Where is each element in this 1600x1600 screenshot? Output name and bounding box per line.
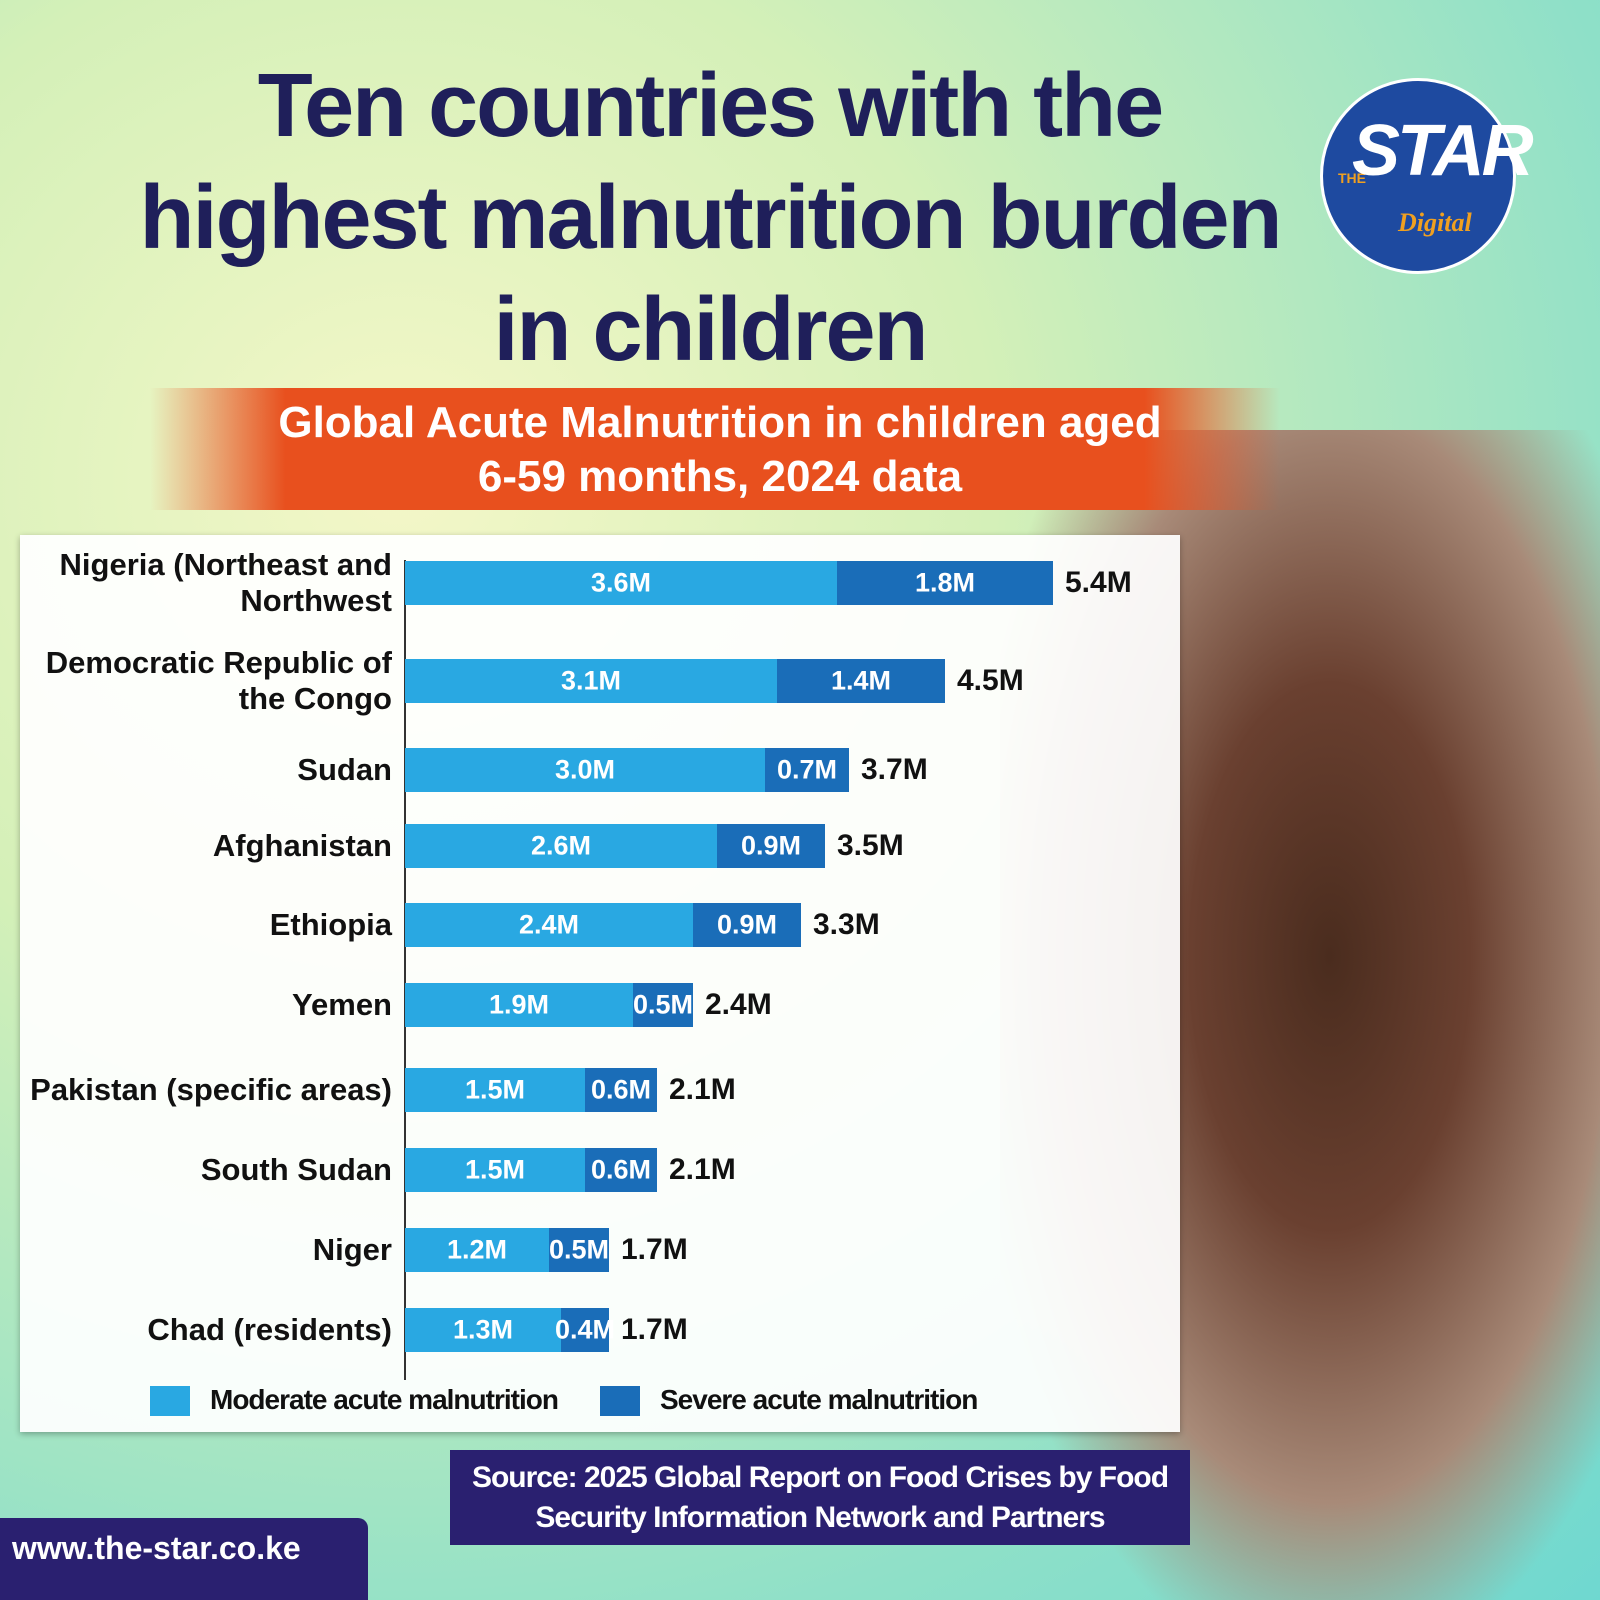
category-label: Nigeria (Northeast and Northwest xyxy=(59,547,392,618)
total-label: 2.4M xyxy=(705,988,772,1021)
bar-segment xyxy=(405,903,693,947)
website-band xyxy=(0,1518,368,1600)
category-label: South Sudan xyxy=(200,1152,392,1187)
value-label: 0.5M xyxy=(632,989,694,1020)
bar-segment xyxy=(717,824,825,868)
bar-segment xyxy=(585,1068,657,1112)
value-label: 1.9M xyxy=(488,989,550,1020)
total-label: 2.1M xyxy=(669,1073,736,1106)
source-band xyxy=(450,1450,1190,1545)
legend-swatch xyxy=(600,1386,640,1416)
category-label: Afghanistan xyxy=(212,828,392,863)
value-label: 0.5M xyxy=(548,1234,610,1265)
category-label: Yemen xyxy=(292,987,392,1022)
bar-segment xyxy=(585,1148,657,1192)
value-label: 1.5M xyxy=(464,1074,526,1105)
logo-the: THE xyxy=(1338,170,1366,186)
total-label: 5.4M xyxy=(1065,566,1132,599)
bar-segment xyxy=(405,824,717,868)
bar-segment xyxy=(405,1308,561,1352)
legend-swatch xyxy=(150,1386,190,1416)
logo-star: STAR xyxy=(1352,111,1534,191)
category-label: Pakistan (specific areas) xyxy=(30,1072,392,1107)
value-label: 0.4M xyxy=(554,1314,616,1345)
value-label: 0.6M xyxy=(590,1074,652,1105)
value-label: 3.0M xyxy=(554,754,616,785)
value-label: 2.6M xyxy=(530,830,592,861)
bar-segment xyxy=(561,1308,609,1352)
bar-segment xyxy=(405,1148,585,1192)
total-label: 1.7M xyxy=(621,1233,688,1266)
value-label: 0.9M xyxy=(716,909,778,940)
category-label: Chad (residents) xyxy=(147,1312,392,1347)
value-label: 3.6M xyxy=(590,567,652,598)
value-label: 0.6M xyxy=(590,1154,652,1185)
chart-subtitle: Global Acute Malnutrition in children ag… xyxy=(278,398,1162,501)
bar-segment xyxy=(777,659,945,703)
bar-segment xyxy=(405,561,837,605)
value-label: 1.2M xyxy=(446,1234,508,1265)
subtitle-band xyxy=(150,388,1280,510)
logo-digital: Digital xyxy=(1398,208,1472,237)
bar-segment xyxy=(405,1068,585,1112)
value-label: 3.1M xyxy=(560,665,622,696)
value-label: 2.4M xyxy=(518,909,580,940)
category-label: Democratic Republic of the Congo xyxy=(45,645,392,716)
website: www.the-star.co.ke xyxy=(12,1530,301,1566)
bar-segment xyxy=(765,748,849,792)
total-label: 2.1M xyxy=(669,1153,736,1186)
total-label: 1.7M xyxy=(621,1313,688,1346)
bar-segment xyxy=(405,748,765,792)
axis-line xyxy=(404,560,406,1380)
logo xyxy=(1320,78,1516,274)
category-label: Niger xyxy=(312,1232,392,1267)
value-label: 0.7M xyxy=(776,754,838,785)
source-note: Source: 2025 Global Report on Food Crise… xyxy=(471,1461,1169,1534)
chart-title: Ten countries with the highest malnutrit… xyxy=(139,56,1283,380)
value-label: 1.5M xyxy=(464,1154,526,1185)
bar-segment xyxy=(405,983,633,1027)
value-label: 1.8M xyxy=(914,567,976,598)
bar-segment xyxy=(405,659,777,703)
total-label: 3.3M xyxy=(813,908,880,941)
bar-segment xyxy=(837,561,1053,605)
total-label: 3.7M xyxy=(861,753,928,786)
bar-segment xyxy=(633,983,693,1027)
bar-segment xyxy=(549,1228,609,1272)
legend-label: Moderate acute malnutrition xyxy=(210,1384,559,1415)
total-label: 3.5M xyxy=(837,829,904,862)
total-label: 4.5M xyxy=(957,664,1024,697)
value-label: 0.9M xyxy=(740,830,802,861)
bar-segment xyxy=(405,1228,549,1272)
value-label: 1.4M xyxy=(830,665,892,696)
legend-label: Severe acute malnutrition xyxy=(660,1384,978,1415)
bar-segment xyxy=(693,903,801,947)
category-label: Ethiopia xyxy=(269,907,392,942)
value-label: 1.3M xyxy=(452,1314,514,1345)
category-label: Sudan xyxy=(297,752,392,787)
